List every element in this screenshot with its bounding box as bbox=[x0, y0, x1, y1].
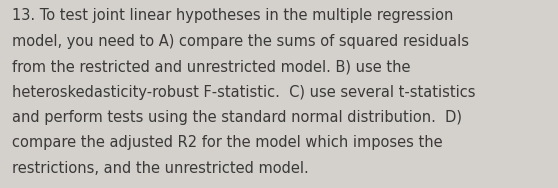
Text: restrictions, and the unrestricted model.: restrictions, and the unrestricted model… bbox=[12, 161, 309, 176]
Text: compare the adjusted R2 for the model which imposes the: compare the adjusted R2 for the model wh… bbox=[12, 135, 443, 150]
Text: from the restricted and unrestricted model. B) use the: from the restricted and unrestricted mod… bbox=[12, 59, 411, 74]
Text: and perform tests using the standard normal distribution.  D): and perform tests using the standard nor… bbox=[12, 110, 462, 125]
Text: model, you need to A) compare the sums of squared residuals: model, you need to A) compare the sums o… bbox=[12, 34, 469, 49]
Text: 13. To test joint linear hypotheses in the multiple regression: 13. To test joint linear hypotheses in t… bbox=[12, 8, 454, 24]
Text: heteroskedasticity-robust F-statistic.  C) use several t-statistics: heteroskedasticity-robust F-statistic. C… bbox=[12, 85, 476, 100]
